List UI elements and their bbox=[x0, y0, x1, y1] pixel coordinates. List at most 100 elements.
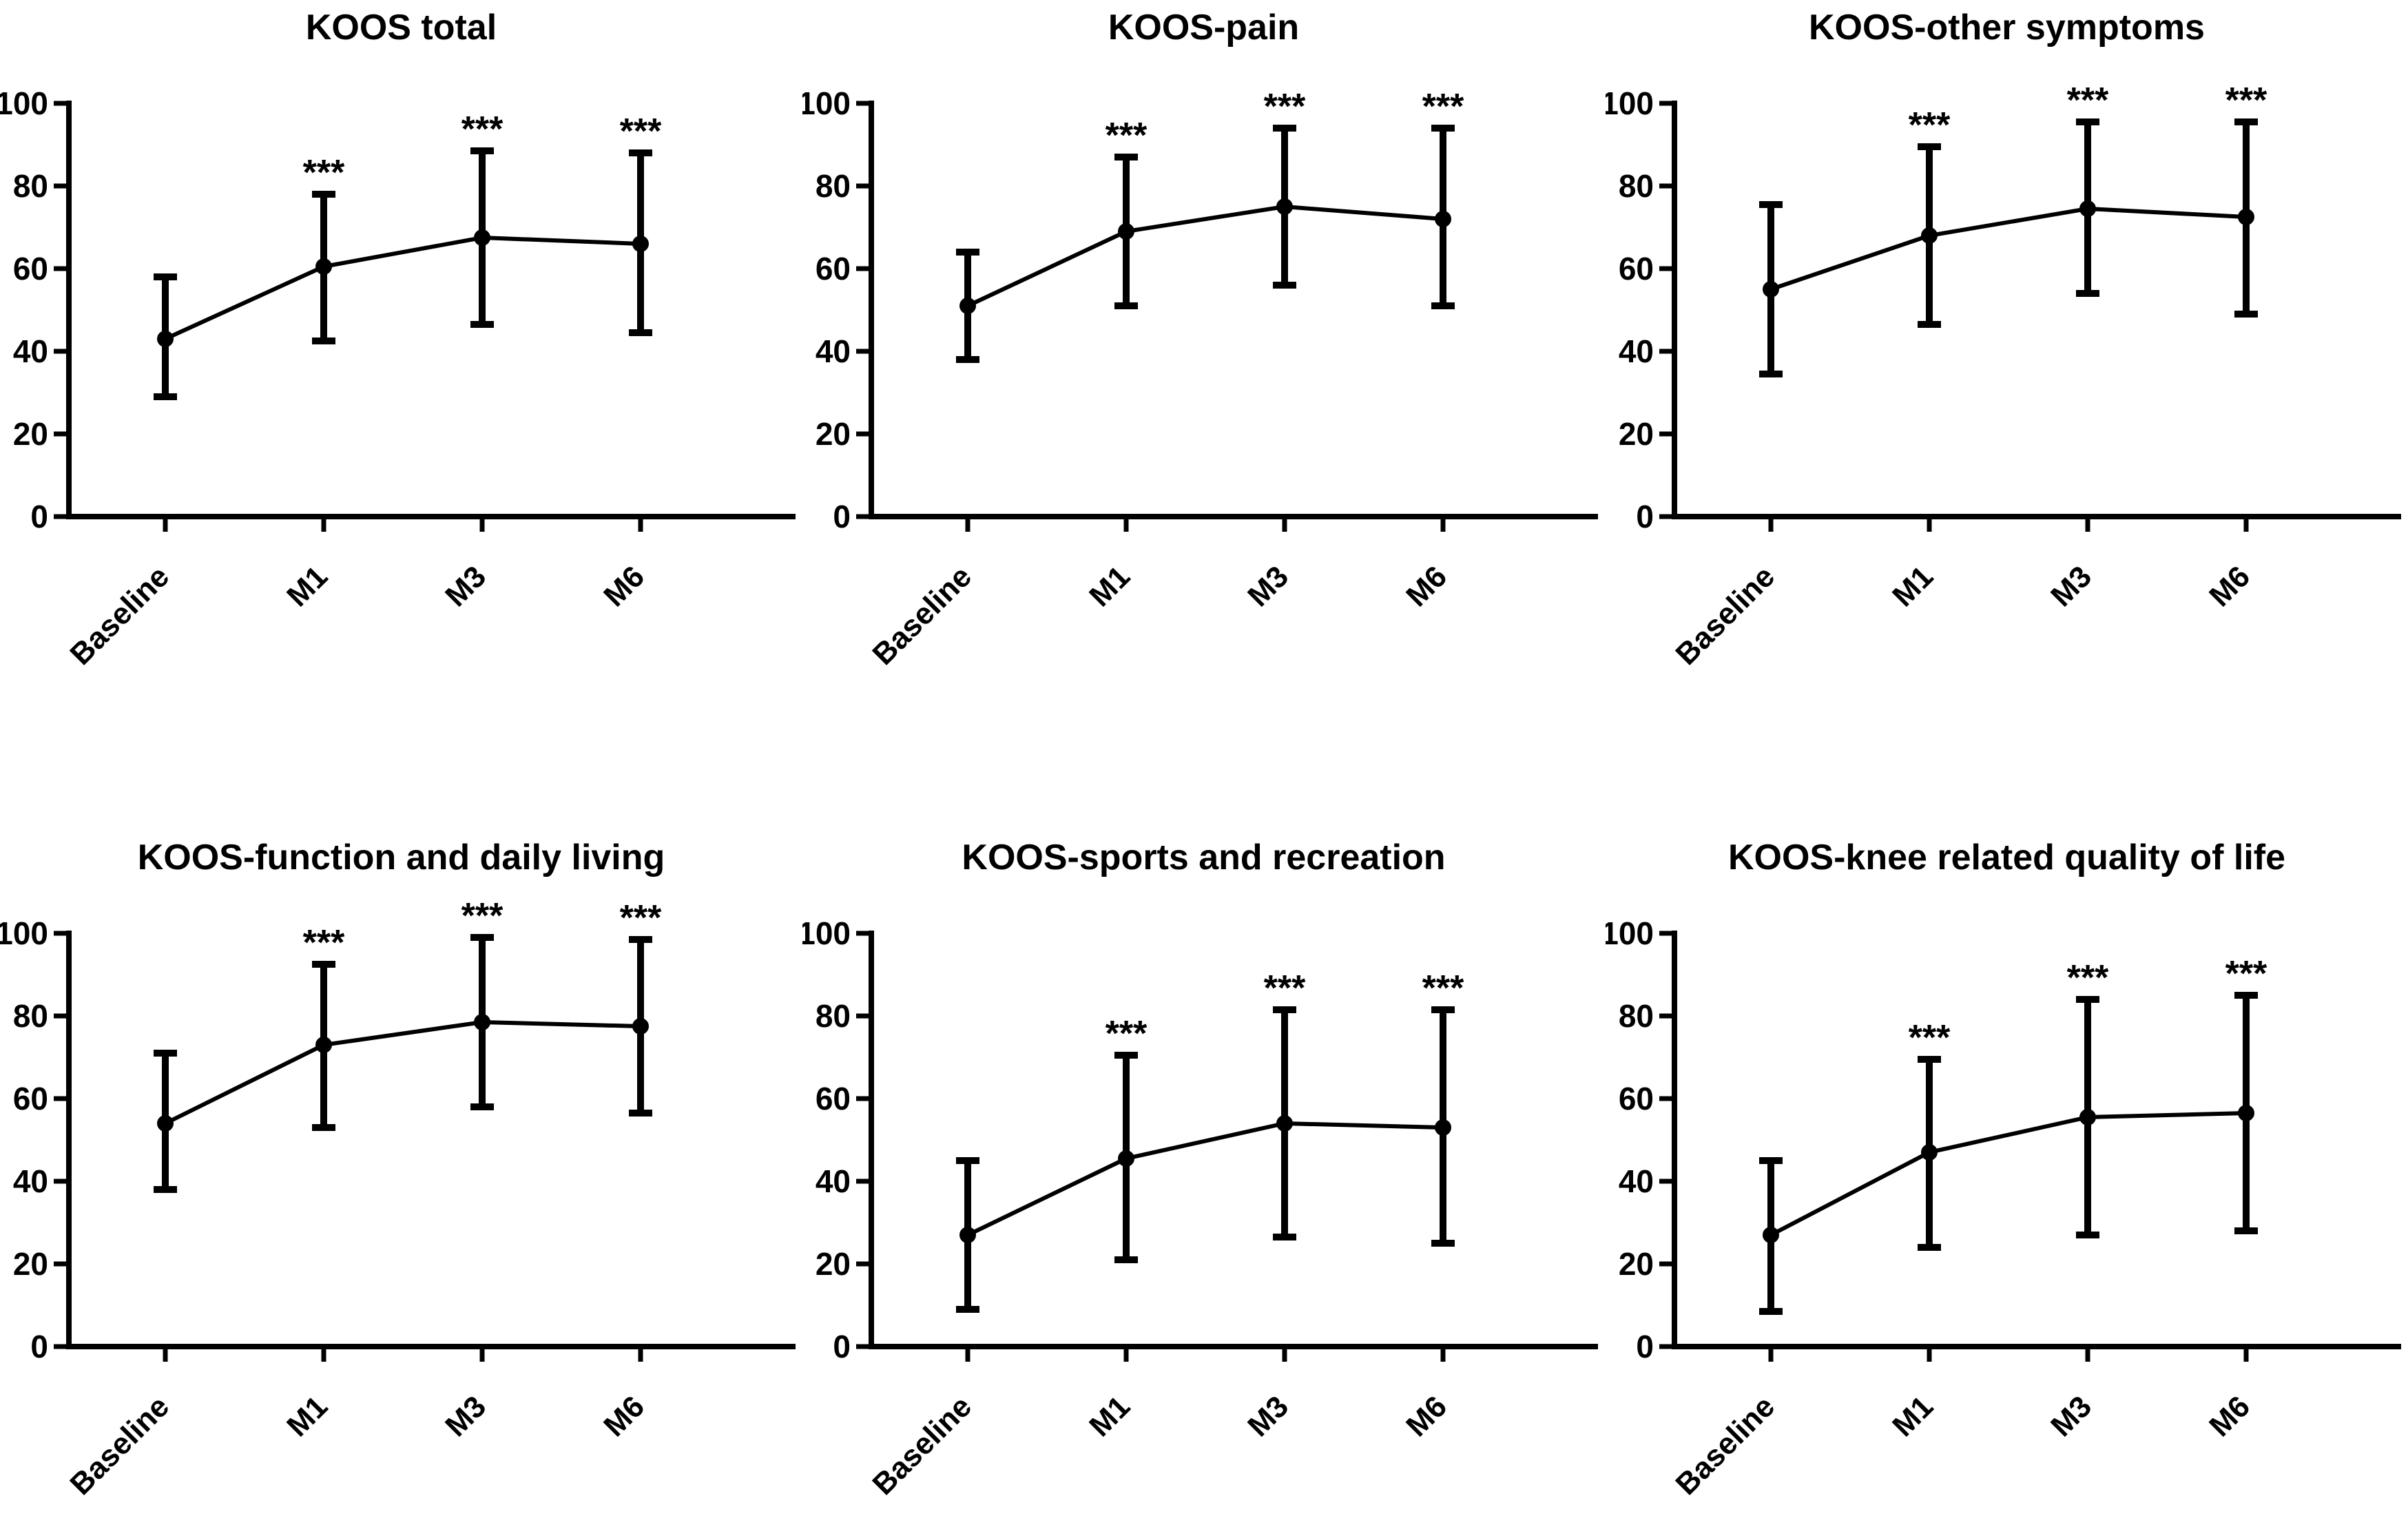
panel-koos-pain: KOOS-pain 0 20 40 60 80 100 Baseline M1 M3 M6 *** *… bbox=[802, 0, 1605, 689]
point-marker bbox=[2079, 1109, 2096, 1125]
point-marker bbox=[1276, 1115, 1293, 1132]
y-tick-label: 60 bbox=[13, 251, 48, 287]
chart-title: KOOS total bbox=[305, 8, 497, 48]
significance-label: *** bbox=[461, 110, 504, 149]
x-tick-label: Baseline bbox=[1669, 559, 1781, 672]
y-tick-label: 80 bbox=[1619, 998, 1654, 1034]
panel-koos-knee-quality-of-life: KOOS-knee related quality of life 0 20 40 6… bbox=[1606, 830, 2408, 1516]
x-tick-label: M6 bbox=[2203, 1389, 2256, 1443]
point-marker bbox=[632, 1018, 649, 1035]
y-tick-label: 100 bbox=[0, 915, 48, 951]
y-tick-label: 20 bbox=[13, 1246, 48, 1282]
chart-title: KOOS-knee related quality of life bbox=[1727, 838, 2286, 878]
y-tick-label: 100 bbox=[802, 85, 851, 121]
y-tick-label: 60 bbox=[1619, 1081, 1654, 1117]
y-tick-label: 100 bbox=[1606, 85, 1654, 121]
x-tick-label: Baseline bbox=[1669, 1389, 1781, 1502]
y-tick-label: 80 bbox=[816, 168, 851, 204]
significance-label: *** bbox=[2225, 81, 2267, 121]
y-tick-label: 80 bbox=[13, 998, 48, 1034]
mean-line bbox=[1770, 206, 2247, 291]
chart-title: KOOS-pain bbox=[1108, 8, 1300, 48]
y-tick-label: 100 bbox=[1606, 915, 1654, 951]
panel-koos-sports-recreation: KOOS-sports and recreation 0 20 40 60 80 100 B… bbox=[802, 830, 1605, 1516]
point-marker bbox=[315, 1037, 332, 1053]
x-tick-label: M1 bbox=[1083, 559, 1136, 613]
y-tick-label: 20 bbox=[1619, 416, 1654, 452]
chart-title: KOOS-sports and recreation bbox=[962, 838, 1446, 878]
y-tick-label: 100 bbox=[0, 85, 48, 121]
x-tick-label: M1 bbox=[280, 559, 334, 613]
x-tick-label: Baseline bbox=[63, 559, 176, 672]
y-tick-label: 80 bbox=[13, 168, 48, 204]
x-tick-label: M6 bbox=[1400, 559, 1453, 613]
x-tick-label: M3 bbox=[439, 1389, 492, 1443]
significance-label: *** bbox=[1106, 116, 1148, 156]
significance-label: *** bbox=[620, 898, 662, 938]
x-tick-label: Baseline bbox=[866, 559, 978, 672]
y-tick-label: 0 bbox=[833, 499, 851, 534]
significance-label: *** bbox=[1264, 968, 1306, 1008]
y-tick-label: 20 bbox=[1619, 1246, 1654, 1282]
significance-label: *** bbox=[303, 923, 345, 963]
panel-koos-function-daily-living: KOOS-function and daily living 0 20 40 60 80… bbox=[0, 830, 802, 1516]
x-tick-label: M6 bbox=[1400, 1389, 1453, 1443]
significance-label: *** bbox=[2067, 81, 2109, 121]
y-tick-label: 40 bbox=[13, 333, 48, 369]
mean-line bbox=[966, 204, 1444, 308]
chart-koos-function-daily-living: 0 20 40 60 80 100 Baseline M1 M3 M6 *** *** *** bbox=[0, 896, 796, 1502]
mean-line bbox=[1769, 1111, 2247, 1237]
significance-label: *** bbox=[2225, 954, 2267, 994]
y-tick-label: 20 bbox=[816, 416, 851, 452]
point-marker bbox=[474, 1014, 490, 1030]
x-tick-label: M3 bbox=[2044, 1389, 2098, 1443]
significance-label: *** bbox=[1422, 87, 1464, 127]
significance-label: *** bbox=[1909, 1018, 1951, 1058]
chart-koos-pain: 0 20 40 60 80 100 Baseline M1 M3 M6 *** *** *** bbox=[802, 85, 1598, 672]
point-marker bbox=[1763, 1227, 1779, 1243]
x-tick-label: M1 bbox=[1886, 559, 1940, 613]
point-marker bbox=[1763, 281, 1779, 298]
point-marker bbox=[2079, 200, 2096, 217]
point-marker bbox=[157, 1115, 174, 1132]
y-tick-label: 60 bbox=[816, 1081, 851, 1117]
chart-title: KOOS-function and daily living bbox=[137, 838, 665, 878]
significance-label: *** bbox=[1422, 968, 1464, 1008]
y-tick-label: 0 bbox=[1636, 499, 1654, 534]
y-tick-label: 40 bbox=[816, 333, 851, 369]
point-marker bbox=[959, 1227, 976, 1243]
point-marker bbox=[1276, 198, 1293, 215]
chart-koos-total: 0 20 40 60 80 100 Baseline M1 M3 M6 *** *** *** bbox=[0, 85, 796, 672]
point-marker bbox=[632, 236, 649, 252]
y-tick-label: 20 bbox=[13, 416, 48, 452]
point-marker bbox=[315, 258, 332, 275]
point-marker bbox=[1435, 211, 1451, 227]
y-tick-label: 40 bbox=[816, 1163, 851, 1199]
y-tick-label: 60 bbox=[13, 1081, 48, 1117]
y-tick-label: 40 bbox=[1619, 333, 1654, 369]
x-tick-label: M6 bbox=[2203, 559, 2256, 613]
significance-label: *** bbox=[303, 153, 345, 193]
chart-title: KOOS-other symptoms bbox=[1809, 8, 2205, 48]
point-marker bbox=[1435, 1119, 1451, 1136]
point-marker bbox=[1118, 223, 1134, 240]
point-marker bbox=[2238, 209, 2254, 225]
x-tick-label: M6 bbox=[597, 559, 651, 613]
panel-koos-total: KOOS total 0 20 40 60 80 100 Baseline M1 M3 M6 ***… bbox=[0, 0, 802, 689]
y-tick-label: 80 bbox=[816, 998, 851, 1034]
point-marker bbox=[157, 331, 174, 347]
mean-line bbox=[966, 1121, 1444, 1237]
x-tick-label: Baseline bbox=[63, 1389, 176, 1502]
y-tick-label: 0 bbox=[30, 1329, 48, 1364]
y-tick-label: 100 bbox=[802, 915, 851, 951]
x-tick-label: M1 bbox=[1886, 1389, 1940, 1443]
point-marker bbox=[959, 298, 976, 314]
y-tick-label: 60 bbox=[816, 251, 851, 287]
significance-label: *** bbox=[1106, 1014, 1148, 1054]
point-marker bbox=[1118, 1150, 1134, 1167]
point-marker bbox=[2238, 1105, 2254, 1121]
y-tick-label: 0 bbox=[30, 499, 48, 534]
y-tick-label: 80 bbox=[1619, 168, 1654, 204]
x-tick-label: M3 bbox=[439, 559, 492, 613]
y-tick-label: 20 bbox=[816, 1246, 851, 1282]
